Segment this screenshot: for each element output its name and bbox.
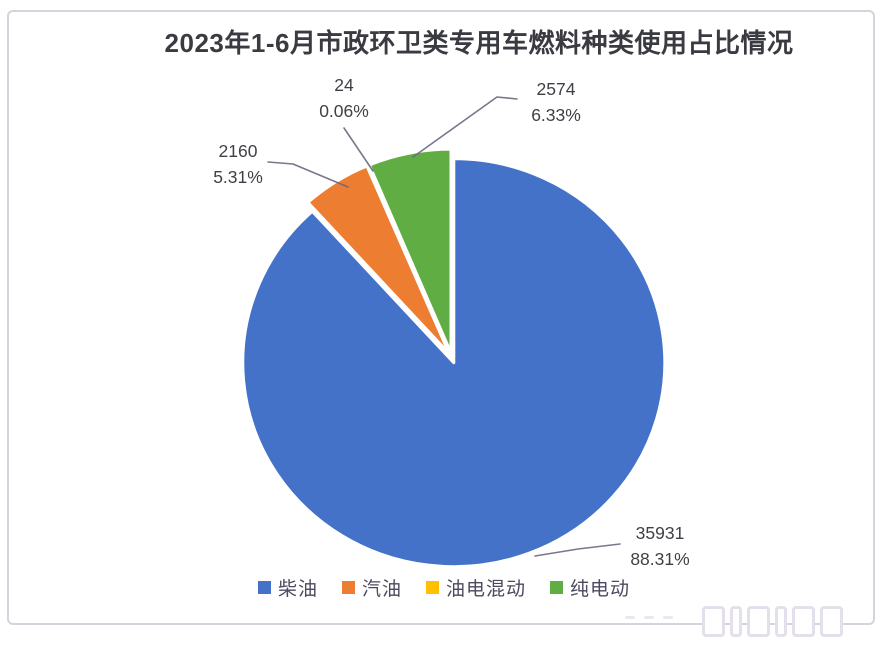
watermark <box>702 606 843 637</box>
watermark-glyph <box>747 606 770 637</box>
legend-item-hybrid: 油电混动 <box>426 574 526 601</box>
leader-line-diesel <box>534 543 621 557</box>
data-label-electric-value: 2574 <box>536 79 576 99</box>
leader-line-electric <box>412 96 518 158</box>
chart-title: 2023年1-6月市政环卫类专用车燃料种类使用占比情况 <box>164 28 794 58</box>
data-label-gasoline-pct: 5.31% <box>213 167 263 187</box>
pie-slices <box>241 147 667 569</box>
data-label-diesel: 35931 88.31% <box>630 520 689 572</box>
pie-slice-diesel <box>241 157 667 569</box>
watermark-glyph <box>775 606 787 637</box>
data-label-hybrid-value: 24 <box>334 75 354 95</box>
legend-item-electric: 纯电动 <box>550 574 630 601</box>
data-label-gasoline-value: 2160 <box>218 141 258 161</box>
legend-swatch-diesel <box>257 580 271 594</box>
data-label-gasoline: 2160 5.31% <box>213 138 263 190</box>
chart-legend: 柴油 汽油 油电混动 纯电动 <box>0 574 888 601</box>
data-label-electric: 2574 6.33% <box>531 76 581 128</box>
data-label-diesel-value: 35931 <box>635 523 685 543</box>
legend-swatch-hybrid <box>426 580 439 594</box>
watermark-glyph <box>820 606 843 637</box>
watermark-glyph <box>730 606 742 637</box>
legend-swatch-electric <box>550 580 564 594</box>
watermark-glyph <box>702 606 725 637</box>
legend-label-electric: 纯电动 <box>570 578 631 600</box>
watermark-dash <box>663 616 673 619</box>
legend-label-diesel: 柴油 <box>277 578 318 600</box>
watermark-glyph <box>792 606 815 637</box>
legend-swatch-gasoline <box>341 580 355 594</box>
watermark-dash <box>644 616 654 619</box>
legend-item-gasoline: 汽油 <box>341 574 402 601</box>
data-label-hybrid: 24 0.06% <box>319 72 369 124</box>
data-label-diesel-pct: 88.31% <box>630 549 690 569</box>
legend-item-diesel: 柴油 <box>257 574 318 601</box>
leader-line-hybrid <box>343 127 374 172</box>
watermark-dashes <box>625 616 673 619</box>
watermark-dash <box>625 616 635 619</box>
leader-line-gasoline <box>267 161 349 188</box>
data-label-electric-pct: 6.33% <box>531 105 581 125</box>
legend-label-hybrid: 油电混动 <box>446 578 527 600</box>
data-label-hybrid-pct: 0.06% <box>319 101 369 121</box>
legend-label-gasoline: 汽油 <box>361 578 402 600</box>
